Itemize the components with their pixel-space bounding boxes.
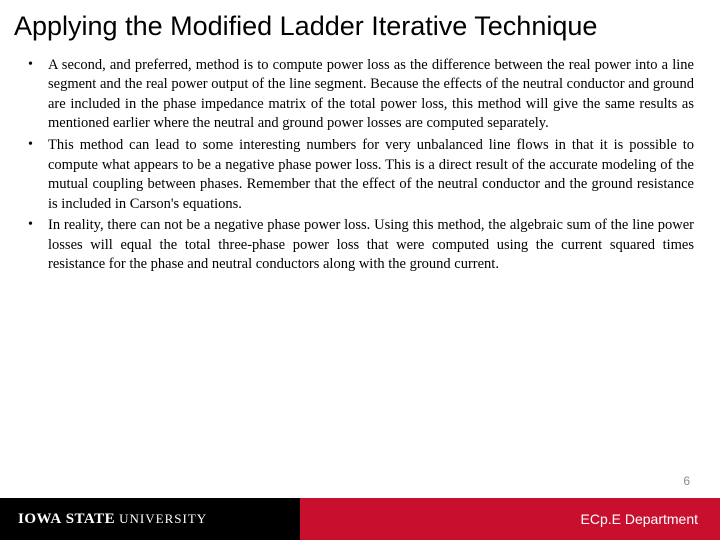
bullet-item: This method can lead to some interesting…	[26, 136, 694, 214]
logo-iowa: IOWA	[18, 511, 62, 528]
bullet-item: In reality, there can not be a negative …	[26, 216, 694, 275]
footer-dept-area: ECp.E Department	[300, 498, 720, 540]
department-label: ECp.E Department	[581, 511, 699, 527]
page-number: 6	[683, 474, 690, 488]
university-logo: IOWA STATE UNIVERSITY	[18, 511, 207, 528]
slide-title: Applying the Modified Ladder Iterative T…	[0, 0, 720, 52]
slide-container: Applying the Modified Ladder Iterative T…	[0, 0, 720, 540]
bullet-item: A second, and preferred, method is to co…	[26, 56, 694, 134]
logo-university: UNIVERSITY	[119, 511, 207, 527]
logo-state: STATE	[66, 511, 115, 528]
footer-logo-area: IOWA STATE UNIVERSITY	[0, 498, 300, 540]
bullet-list: A second, and preferred, method is to co…	[26, 56, 694, 275]
slide-body: A second, and preferred, method is to co…	[0, 52, 720, 540]
slide-footer: IOWA STATE UNIVERSITY ECp.E Department	[0, 498, 720, 540]
